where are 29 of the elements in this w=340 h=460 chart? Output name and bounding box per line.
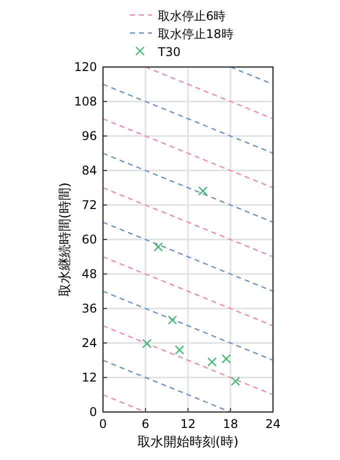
legend-label: T30 (157, 45, 181, 59)
y-tick-label: 72 (82, 198, 97, 212)
x-tick-label: 0 (99, 417, 107, 431)
y-tick-label: 24 (82, 336, 97, 350)
y-tick-label: 60 (82, 232, 97, 246)
y-tick-label: 0 (89, 405, 97, 419)
x-axis-title: 取水開始時刻(時) (137, 435, 239, 450)
point (207, 357, 217, 367)
y-tick-label: 48 (82, 267, 97, 281)
y-tick-label: 36 (82, 302, 97, 316)
point (222, 354, 231, 364)
y-tick-label: 96 (82, 129, 97, 143)
point (142, 338, 152, 348)
y-tick-label: 12 (82, 370, 97, 384)
x-tick-label: 12 (180, 417, 196, 431)
legend-label: 取水停止18時 (158, 27, 234, 41)
y-tick-label: 108 (74, 94, 97, 108)
point (154, 242, 163, 252)
y-tick-label: 84 (82, 164, 97, 178)
point (174, 345, 184, 354)
legend-label: 取水停止6時 (158, 9, 226, 23)
x-tick-label: 18 (222, 417, 238, 431)
point (230, 376, 240, 386)
point (168, 315, 178, 325)
y-tick-label: 120 (74, 60, 97, 74)
x-tick-label: 6 (142, 417, 150, 431)
y-axis-title: 取水継続時間(時間) (58, 182, 73, 297)
x-tick-label: 24 (265, 417, 281, 431)
point (198, 186, 208, 196)
